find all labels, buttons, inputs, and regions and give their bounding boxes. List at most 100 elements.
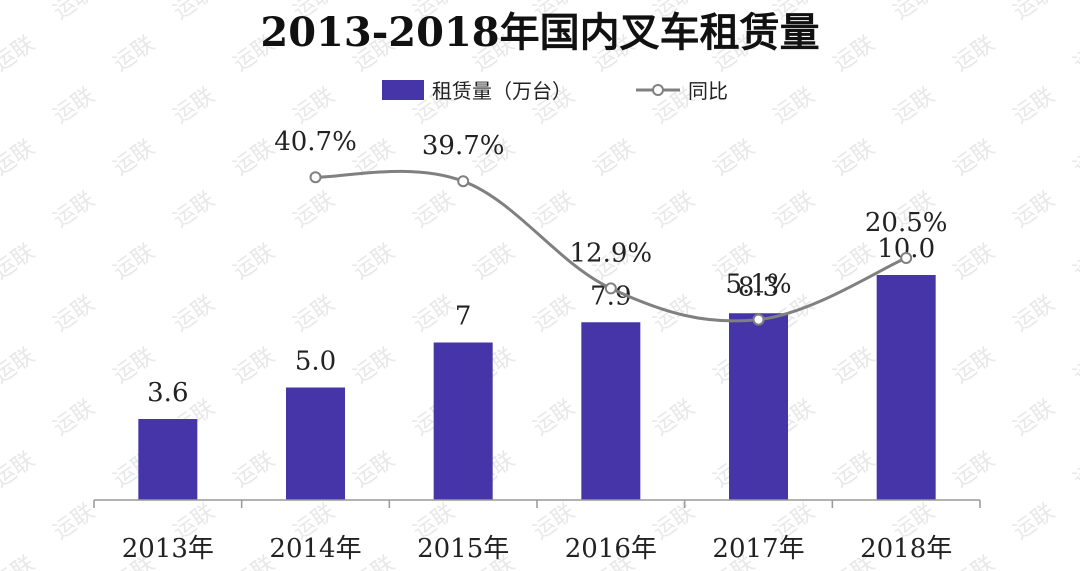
watermark-text: 运联 [769,83,819,129]
watermark-text: 运联 [229,135,279,181]
watermark-text: 运联 [349,239,399,285]
watermark-text: 运联 [169,291,219,337]
watermark-text: 运联 [829,239,879,285]
watermark-text: 运联 [49,83,99,129]
watermark-text: 运联 [1069,239,1080,285]
watermark-text: 运联 [649,187,699,233]
watermark-text: 运联 [169,187,219,233]
bar-value-label: 8.3 [738,272,779,302]
watermark-text: 运联 [949,31,999,77]
watermark-text: 运联 [949,551,999,571]
line-series [309,169,913,326]
watermark-text: 运联 [949,343,999,389]
watermark-text: 运联 [829,135,879,181]
watermark-text: 运联 [889,0,939,25]
watermark-text: 运联 [169,83,219,129]
watermark-text: 运联 [109,135,159,181]
watermark-text: 运联 [49,291,99,337]
line-value-labels: 40.7% 39.7% 12.9% 5.1% 20.5% [274,127,947,299]
line-value-label: 40.7% [274,127,357,157]
legend-line-label: 同比 [688,79,728,103]
watermark-text: 运联 [1009,83,1059,129]
watermark-text: 运联 [1009,395,1059,441]
watermark-text: 运联 [529,291,579,337]
x-tick-label: 2018年 [860,534,952,564]
watermark-text: 运联 [1069,551,1080,571]
line-point [604,282,617,295]
line-point [457,175,470,188]
legend-line-marker [652,84,664,96]
line-point [752,313,765,326]
watermark-text: 运联 [1069,343,1080,389]
watermark-text: 运联 [1069,447,1080,493]
legend-bar-swatch [382,80,424,100]
bar-value-label: 5.0 [295,347,336,377]
watermark-text: 运联 [649,395,699,441]
watermark-text: 运联 [289,187,339,233]
line-value-label: 20.5% [865,208,948,238]
watermark-text: 运联 [529,395,579,441]
watermark-text: 运联 [589,135,639,181]
bar-series [138,275,936,500]
x-tick-label: 2015年 [417,534,509,564]
x-tick-label: 2014年 [269,534,361,564]
watermark-text: 运联 [229,239,279,285]
watermark-text: 运联 [109,239,159,285]
legend: 租赁量（万台） 同比 [382,79,728,103]
watermark-text: 运联 [49,499,99,545]
x-tick-label: 2016年 [565,534,657,564]
x-tick-label: 2017年 [712,534,804,564]
watermark-text: 运联 [409,187,459,233]
watermark-text: 运联 [949,239,999,285]
watermark-text: 运联 [1009,499,1059,545]
watermark-text: 运联 [829,447,879,493]
bar [581,322,641,500]
watermark-text: 运联 [0,343,39,389]
watermark-text: 运联 [1069,135,1080,181]
watermark-text: 运联 [889,83,939,129]
watermark-text: 运联 [1069,31,1080,77]
line-value-label: 39.7% [422,131,505,161]
watermark-text: 运联 [349,343,399,389]
line-value-label: 12.9% [570,238,653,268]
bar-value-label: 3.6 [147,378,188,408]
watermark-text: 运联 [0,239,39,285]
watermark-text: 运联 [49,395,99,441]
watermark-text: 运联 [709,135,759,181]
line-point [900,252,913,264]
watermark-text: 运联 [949,135,999,181]
watermark-text: 运联 [0,551,39,571]
bar [876,275,936,500]
line-point [309,171,322,184]
watermark-text: 运联 [769,187,819,233]
watermark-text: 运联 [529,187,579,233]
watermark-text: 运联 [349,447,399,493]
bar [729,313,788,500]
line-value-label: 5.1% [725,270,791,300]
watermark-text: 运联 [169,0,219,25]
watermark-text: 运联 [289,83,339,129]
watermark-text: 运联 [829,343,879,389]
legend-bar-label: 租赁量（万台） [432,79,572,103]
watermark-text: 运联 [0,135,39,181]
watermark-text: 运联 [469,239,519,285]
watermark-text: 运联 [1009,291,1059,337]
watermark-text: 运联 [829,31,879,77]
watermark-text: 运联 [229,343,279,389]
watermark-text: 运联 [0,447,39,493]
bar [138,419,198,500]
x-axis: 2013年 2014年 2015年 2016年 2017年 2018年 [93,499,981,564]
bar-value-label: 7 [455,302,472,332]
x-tick-label: 2013年 [122,534,214,564]
bar [286,387,345,500]
watermark-text: 运联 [1009,0,1059,25]
watermark-text: 运联 [0,31,39,77]
watermark-text: 运联 [109,31,159,77]
chart-title: 2013-2018年国内叉车租赁量 [260,9,819,56]
watermark-text: 运联 [49,187,99,233]
watermark-text: 运联 [49,0,99,25]
watermark-text: 运联 [289,291,339,337]
bar [433,342,493,500]
watermark-text: 运联 [229,447,279,493]
